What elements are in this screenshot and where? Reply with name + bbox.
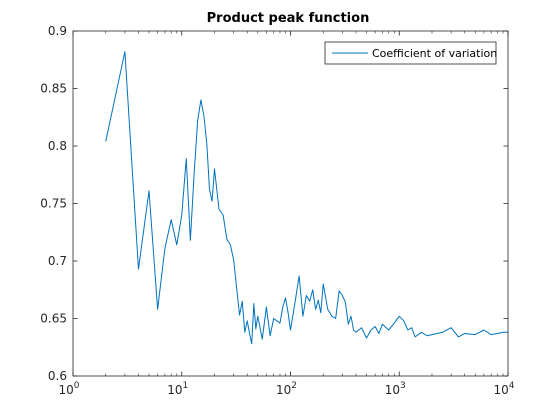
chart-title: Product peak function [207,11,370,26]
x-tick-label: 102 [276,381,297,397]
y-tick-label: 0.65 [40,312,67,326]
x-tick-base: 10 [58,383,73,397]
x-tick-base: 10 [276,383,291,397]
x-tick-label: 103 [385,381,406,397]
x-tick-base: 10 [385,383,400,397]
x-tick-exponent: 2 [291,381,297,391]
y-tick-label: 0.9 [48,24,67,38]
x-tick-exponent: 3 [400,381,406,391]
x-tick-exponent: 0 [74,381,80,391]
x-tick-label: 100 [58,381,79,397]
legend: Coefficient of variation [325,42,497,64]
y-tick-label: 0.7 [48,254,67,268]
legend-label: Coefficient of variation [372,47,497,60]
x-tick-label: 101 [167,381,188,397]
y-tick-label: 0.6 [48,369,67,383]
x-tick-base: 10 [167,383,182,397]
x-tick-base: 10 [493,383,508,397]
plot-area [73,31,508,376]
x-tick-exponent: 4 [509,381,515,391]
x-tick-exponent: 1 [183,381,189,391]
y-tick-label: 0.75 [40,197,67,211]
y-tick-label: 0.8 [48,139,67,153]
x-tick-label: 104 [493,381,514,397]
y-tick-label: 0.85 [40,82,67,96]
